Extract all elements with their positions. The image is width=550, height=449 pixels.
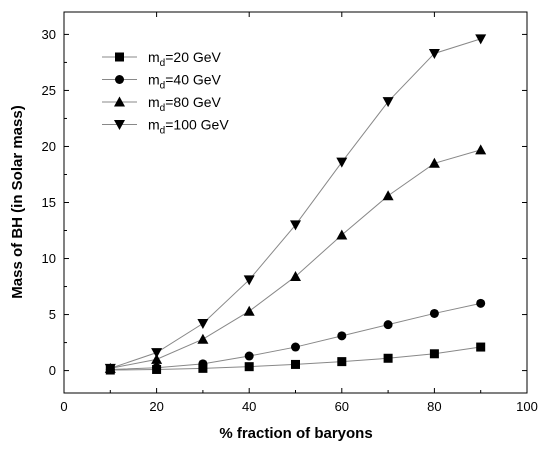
data-point-series-4 xyxy=(475,34,487,45)
series-line-2 xyxy=(110,302,481,370)
legend-label-rest: =80 GeV xyxy=(165,94,221,110)
data-point-series-2 xyxy=(152,363,162,373)
legend-label-rest: =100 GeV xyxy=(165,117,229,133)
legend-marker xyxy=(115,52,124,62)
data-point-series-3 xyxy=(382,190,394,201)
data-point-series-4 xyxy=(104,363,116,374)
data-point-series-4 xyxy=(151,348,163,359)
data-point-series-4 xyxy=(197,319,209,330)
x-tick-label: 80 xyxy=(427,399,441,414)
data-point-series-2 xyxy=(476,298,486,308)
legend-label-rest: =40 GeV xyxy=(165,72,221,88)
data-point-series-3 xyxy=(243,305,255,316)
data-point-series-1 xyxy=(429,349,439,359)
legend-label-main: m xyxy=(148,94,160,110)
legend-label-rest: =20 GeV xyxy=(165,49,221,65)
y-axis-ticks: 0 5 10 15 20 25 30 xyxy=(42,27,527,378)
legend-label: md=80 GeV xyxy=(148,94,222,114)
data-point-series-1 xyxy=(383,353,393,363)
series-line-4 xyxy=(110,38,481,369)
data-point-series-2 xyxy=(383,320,393,330)
legend-marker xyxy=(114,120,125,130)
x-tick-label: 100 xyxy=(516,399,538,414)
legend-label: md=20 GeV xyxy=(148,49,222,69)
legend-label-sub: d xyxy=(160,126,166,137)
data-point-series-2 xyxy=(198,359,208,369)
y-tick-label: 20 xyxy=(42,139,56,154)
series-line-3 xyxy=(110,149,481,369)
data-point-series-3 xyxy=(197,333,209,344)
data-point-series-1 xyxy=(476,342,486,352)
legend-label-main: m xyxy=(148,72,160,88)
legend-label: md=40 GeV xyxy=(148,72,222,92)
x-tick-label: 60 xyxy=(335,399,349,414)
x-axis-title: % fraction of baryons xyxy=(219,425,372,442)
data-point-series-4 xyxy=(290,220,301,231)
data-point-series-2 xyxy=(337,331,347,341)
legend-label-main: m xyxy=(148,117,160,133)
data-point-series-3 xyxy=(290,270,301,281)
data-point-series-1 xyxy=(244,362,254,372)
plot-frame xyxy=(63,11,528,394)
legend-marker xyxy=(115,75,124,84)
y-tick-label: 15 xyxy=(42,195,56,210)
legend-label-sub: d xyxy=(160,103,166,114)
y-tick-label: 5 xyxy=(49,307,56,322)
legend-label-main: m xyxy=(148,49,160,65)
data-point-series-3 xyxy=(475,144,487,155)
series-markers xyxy=(104,34,487,375)
y-tick-label: 25 xyxy=(42,83,56,98)
data-point-series-1 xyxy=(291,359,300,369)
legend-marker xyxy=(114,96,125,107)
series-lines xyxy=(110,38,481,371)
data-point-series-3 xyxy=(428,157,440,168)
legend-label-sub: d xyxy=(160,58,166,69)
y-tick-label: 30 xyxy=(42,27,56,42)
legend-label: md=100 GeV xyxy=(148,117,229,137)
y-tick-label: 10 xyxy=(42,251,56,266)
data-point-series-4 xyxy=(382,97,394,108)
data-point-series-3 xyxy=(151,353,163,364)
x-tick-label: 20 xyxy=(149,399,163,414)
legend-label-sub: d xyxy=(160,81,166,92)
x-tick-label: 0 xyxy=(60,399,67,414)
data-point-series-1 xyxy=(337,357,347,367)
data-point-series-4 xyxy=(336,157,348,168)
data-point-series-3 xyxy=(336,229,348,240)
x-axis-ticks: 0 20 40 60 80 100 xyxy=(60,12,538,414)
y-axis-title: Mass of BH (in Solar mass) xyxy=(9,105,26,298)
data-point-series-4 xyxy=(243,275,255,286)
data-point-series-2 xyxy=(244,351,254,361)
y-tick-label: 0 xyxy=(49,363,56,378)
data-point-series-4 xyxy=(428,48,440,59)
data-point-series-2 xyxy=(291,342,300,352)
x-tick-label: 40 xyxy=(242,399,256,414)
data-point-series-2 xyxy=(429,308,439,318)
